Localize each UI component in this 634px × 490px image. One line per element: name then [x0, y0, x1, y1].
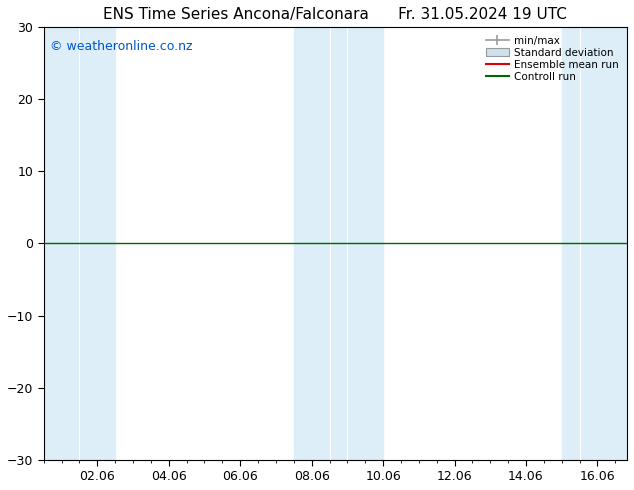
Title: ENS Time Series Ancona/Falconara      Fr. 31.05.2024 19 UTC: ENS Time Series Ancona/Falconara Fr. 31.…: [103, 7, 567, 22]
Bar: [44, 27, 115, 460]
Bar: [562, 27, 627, 460]
Bar: [294, 27, 383, 460]
Text: © weatheronline.co.nz: © weatheronline.co.nz: [49, 40, 192, 53]
Legend: min/max, Standard deviation, Ensemble mean run, Controll run: min/max, Standard deviation, Ensemble me…: [482, 32, 622, 85]
